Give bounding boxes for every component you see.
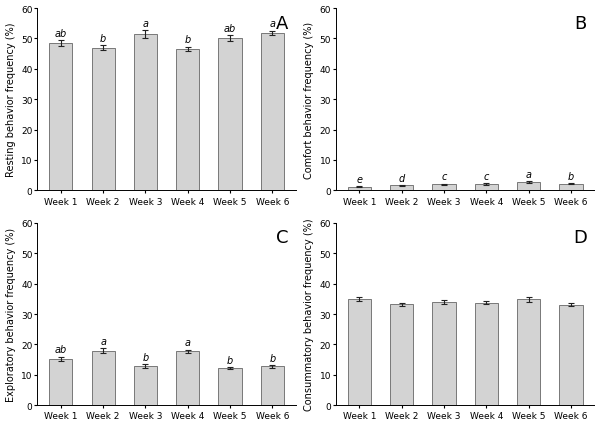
Bar: [475, 303, 498, 405]
Bar: [390, 186, 413, 191]
Bar: [433, 302, 456, 405]
Bar: [475, 184, 498, 191]
Y-axis label: Consummatory behavior frequency (%): Consummatory behavior frequency (%): [304, 218, 314, 410]
Bar: [218, 368, 242, 405]
Text: a: a: [100, 337, 106, 346]
Bar: [134, 35, 157, 191]
Y-axis label: Resting behavior frequency (%): Resting behavior frequency (%): [5, 23, 16, 177]
Text: b: b: [568, 171, 574, 181]
Y-axis label: Exploratory behavior frequency (%): Exploratory behavior frequency (%): [5, 227, 16, 401]
Text: a: a: [185, 338, 191, 348]
Text: b: b: [142, 352, 149, 363]
Bar: [517, 182, 541, 191]
Text: D: D: [573, 229, 587, 247]
Bar: [92, 49, 115, 191]
Text: b: b: [100, 34, 106, 44]
Text: C: C: [275, 229, 288, 247]
Bar: [134, 366, 157, 405]
Text: a: a: [269, 19, 275, 29]
Text: ab: ab: [224, 24, 236, 34]
Text: a: a: [142, 19, 148, 29]
Bar: [559, 184, 583, 191]
Text: e: e: [356, 175, 362, 184]
Text: ab: ab: [55, 345, 67, 354]
Bar: [559, 305, 583, 405]
Y-axis label: Comfort behavior frequency (%): Comfort behavior frequency (%): [304, 22, 314, 178]
Bar: [92, 351, 115, 405]
Text: b: b: [185, 35, 191, 45]
Text: c: c: [484, 172, 489, 182]
Bar: [261, 366, 284, 405]
Bar: [517, 300, 541, 405]
Text: ab: ab: [55, 29, 67, 39]
Bar: [433, 185, 456, 191]
Bar: [390, 304, 413, 405]
Text: B: B: [574, 14, 587, 32]
Bar: [176, 50, 199, 191]
Bar: [348, 187, 371, 191]
Bar: [348, 299, 371, 405]
Text: c: c: [442, 172, 447, 182]
Text: d: d: [398, 173, 405, 183]
Bar: [49, 359, 73, 405]
Bar: [261, 34, 284, 191]
Bar: [49, 44, 73, 191]
Text: A: A: [276, 14, 288, 32]
Bar: [176, 351, 199, 405]
Text: b: b: [227, 355, 233, 365]
Text: b: b: [269, 353, 275, 363]
Bar: [218, 39, 242, 191]
Text: a: a: [526, 169, 532, 179]
